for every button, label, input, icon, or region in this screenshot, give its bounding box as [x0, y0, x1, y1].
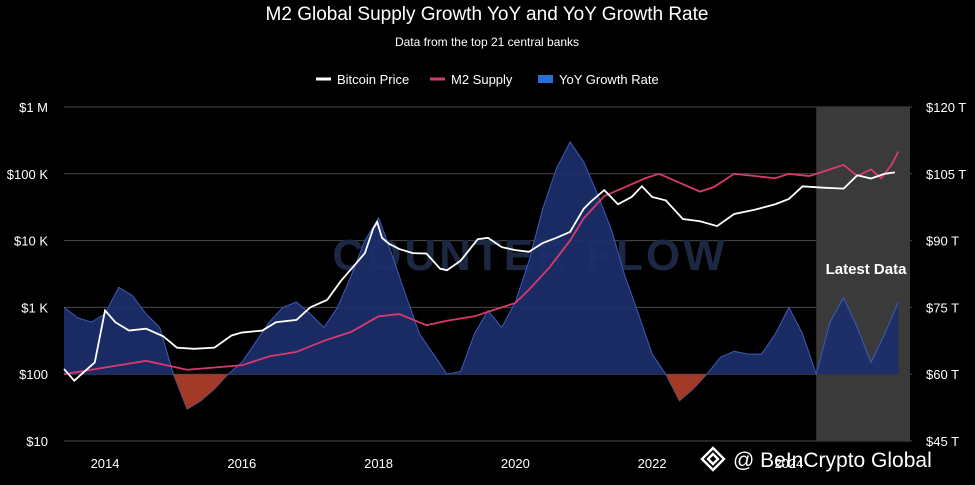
x-tick-label: 2016 — [227, 456, 256, 471]
x-tick-label: 2024 — [774, 456, 803, 471]
x-tick-label: 2014 — [91, 456, 120, 471]
right-tick-label: $105 T — [926, 167, 966, 182]
bitcoin-price-line — [63, 171, 896, 382]
yoy-growth-area — [64, 141, 899, 410]
latest-data-region — [816, 107, 910, 441]
x-tick-label: 2018 — [364, 456, 393, 471]
left-tick-label: $100 K — [7, 167, 49, 182]
left-tick-label: $1 K — [21, 300, 48, 315]
right-tick-label: $45 T — [926, 434, 959, 449]
chart-subtitle: Data from the top 21 central banks — [395, 35, 579, 49]
legend-entry-bitcoin: Bitcoin Price — [337, 72, 409, 87]
x-axis: 2014 2016 2018 2020 2022 2024 — [91, 456, 804, 471]
left-tick-label: $1 M — [19, 100, 48, 115]
legend-entry-m2: M2 Supply — [451, 72, 513, 87]
legend: Bitcoin Price M2 Supply YoY Growth Rate — [316, 72, 659, 87]
credit: @ BeInCrypto Global — [700, 446, 932, 472]
legend-swatch-growth — [538, 75, 553, 83]
yoy-growth-negative-area — [173, 374, 707, 410]
left-tick-label: $10 K — [14, 234, 48, 249]
right-axis: $45 T $60 T $75 T $90 T $105 T $120 T — [926, 100, 966, 449]
credit-text: @ BeInCrypto Global — [733, 449, 932, 472]
beincrypto-logo-icon — [700, 446, 726, 472]
x-tick-label: 2022 — [638, 456, 667, 471]
latest-data-label: Latest Data — [826, 261, 908, 278]
left-axis: $10 $100 $1 K $10 K $100 K $1 M — [7, 100, 49, 449]
right-tick-label: $75 T — [926, 300, 959, 315]
legend-entry-growth: YoY Growth Rate — [559, 72, 659, 87]
right-tick-label: $90 T — [926, 234, 959, 249]
left-tick-label: $100 — [19, 367, 48, 382]
x-tick-label: 2020 — [501, 456, 530, 471]
right-tick-label: $120 T — [926, 100, 966, 115]
m2-supply-line — [63, 151, 900, 376]
chart-title: M2 Global Supply Growth YoY and YoY Grow… — [266, 4, 709, 25]
left-tick-label: $10 — [26, 434, 48, 449]
right-tick-label: $60 T — [926, 367, 959, 382]
